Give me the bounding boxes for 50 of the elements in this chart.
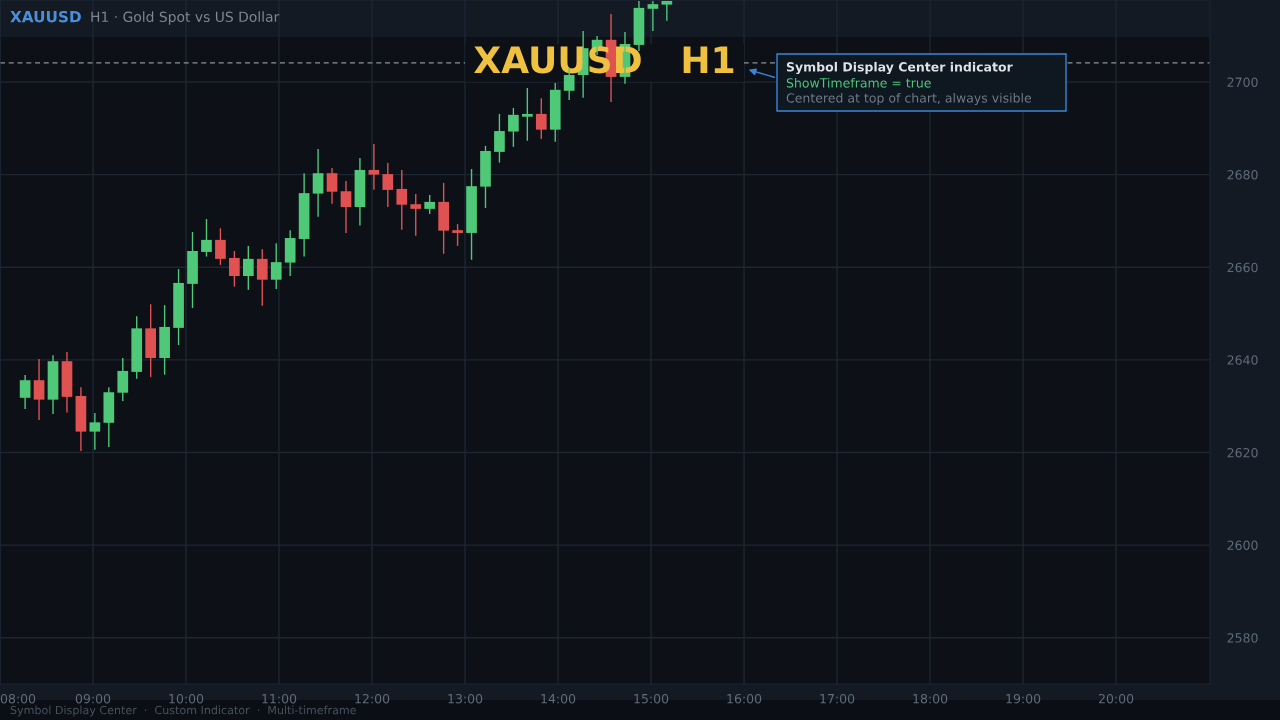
candlestick	[201, 218, 212, 258]
y-tick-label: 2680	[1227, 170, 1258, 180]
y-tick-label: 2660	[1227, 262, 1258, 273]
candlestick	[521, 87, 533, 142]
x-tick-label: 08:00	[0, 693, 36, 704]
candlestick	[270, 242, 282, 290]
candlestick	[215, 227, 226, 266]
candlestick	[508, 107, 519, 148]
y-tick-label: 2580	[1227, 633, 1258, 643]
text: XAUUSD	[10, 10, 81, 23]
candlestick	[117, 357, 129, 402]
candlestick	[452, 223, 463, 247]
x-tick-label: 17:00	[820, 693, 855, 704]
x-tick-label: 16:00	[727, 693, 762, 704]
candlestick	[535, 97, 547, 140]
candlestick	[466, 168, 477, 261]
candlestick	[396, 169, 408, 231]
candlestick	[187, 231, 198, 309]
y-tick-label: 2600	[1227, 540, 1258, 550]
annotation: Centered at top of chart, always visible	[786, 92, 1032, 106]
y-tick-label: 2620	[1227, 447, 1258, 458]
x-tick-label: 15:00	[634, 693, 669, 704]
x-tick-label: 14:00	[541, 693, 576, 704]
annotation: Symbol Display Center indicator	[786, 61, 1013, 75]
candlestick	[159, 304, 170, 376]
candlestick	[131, 315, 143, 380]
text: Symbol Display Center · Custom Indicator · Multi-timeframe	[10, 705, 356, 717]
candlestick	[229, 250, 240, 288]
y-tick-label: 2700	[1227, 77, 1258, 87]
candlestick	[438, 182, 449, 255]
x-tick-label: 12:00	[355, 693, 390, 704]
text: H1 · Gold Spot vs US Dollar	[91, 11, 280, 25]
candlestick	[494, 113, 505, 164]
candlestick	[424, 194, 436, 215]
candlestick	[173, 268, 184, 346]
x-tick-label: 18:00	[913, 693, 948, 704]
x-tick-label: 10:00	[169, 693, 204, 704]
x-tick-label: 13:00	[448, 693, 483, 704]
x-tick-label: 09:00	[75, 693, 111, 704]
candlestick	[145, 303, 157, 378]
candlestick	[410, 193, 422, 237]
candlestick	[480, 145, 491, 209]
x-tick-label: 19:00	[1006, 693, 1041, 704]
x-tick-label: 20:00	[1098, 693, 1134, 704]
candlestick	[256, 248, 268, 307]
x-tick-label: 11:00	[262, 693, 297, 704]
annotation: ShowTimeframe = true	[786, 77, 931, 88]
candlestick	[549, 82, 561, 143]
y-tick-label: 2640	[1227, 355, 1258, 365]
candlestick	[242, 245, 254, 291]
